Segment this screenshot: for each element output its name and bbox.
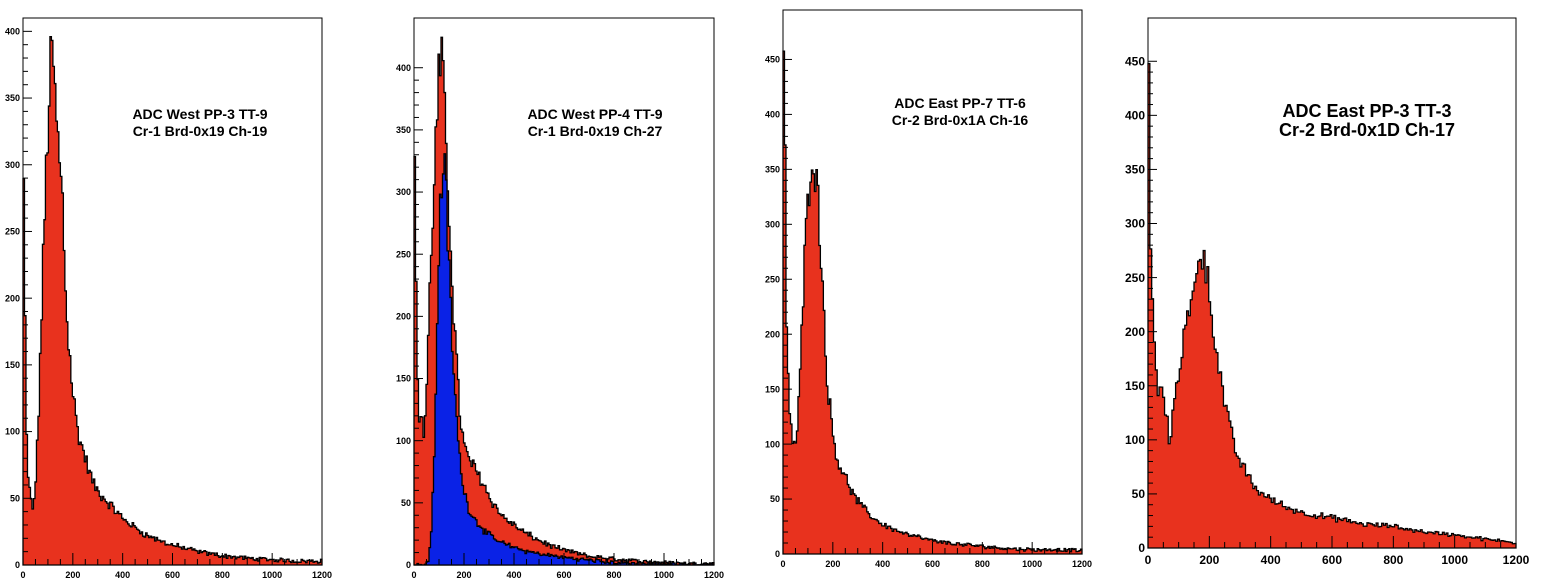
x-tick-label: 1000 <box>1022 559 1042 569</box>
histogram-panel-2: 0 200 400 600 800 1000 1200 0 50 100 150 200 250 300 3… <box>396 17 724 580</box>
y-tick-label: 150 <box>1125 379 1145 393</box>
histogram-series-2 <box>414 153 714 566</box>
y-tick-label: 350 <box>5 93 20 103</box>
y-tick-label: 0 <box>1138 541 1145 555</box>
y-tick-label: 0 <box>15 560 20 570</box>
panel-title-line-2: Cr-2 Brd-0x1A Ch-16 <box>892 112 1029 128</box>
y-tick-label: 200 <box>396 312 411 322</box>
y-tick-label: 250 <box>765 274 780 284</box>
histogram-panel-3: 0 200 400 600 800 1000 1200 0 50 100 150 200 250 300 3… <box>765 9 1092 569</box>
panel-title-line-1: ADC East PP-7 TT-6 <box>894 95 1026 111</box>
histogram-panel-1: 0 200 400 600 800 1000 1200 0 50 100 150 200 250 300 3… <box>5 17 332 580</box>
y-tick-label: 150 <box>5 360 20 370</box>
y-tick-label: 300 <box>5 160 20 170</box>
y-tick-label: 150 <box>396 374 411 384</box>
y-tick-label: 200 <box>1125 325 1145 339</box>
histogram-panel-4: 0 200 400 600 800 1000 1200 0 50 100 150 200 250 300 3… <box>1125 17 1530 567</box>
panel-title-line-2: Cr-1 Brd-0x19 Ch-19 <box>133 123 268 139</box>
x-tick-label: 200 <box>456 570 471 580</box>
x-tick-label: 800 <box>215 570 230 580</box>
x-tick-label: 200 <box>825 559 840 569</box>
x-tick-label: 0 <box>411 570 416 580</box>
y-tick-label: 400 <box>1125 109 1145 123</box>
panel-title-line-2: Cr-1 Brd-0x19 Ch-27 <box>528 123 663 139</box>
y-tick-label: 300 <box>765 219 780 229</box>
x-tick-label: 0 <box>20 570 25 580</box>
y-tick-label: 100 <box>5 427 20 437</box>
y-tick-label: 400 <box>396 63 411 73</box>
x-tick-label: 1000 <box>262 570 282 580</box>
y-tick-label: 250 <box>1125 271 1145 285</box>
x-tick-label: 200 <box>1199 553 1219 567</box>
y-tick-label: 200 <box>5 293 20 303</box>
y-tick-label: 0 <box>775 549 780 559</box>
y-tick-label: 350 <box>396 125 411 135</box>
x-tick-label: 800 <box>606 570 621 580</box>
y-tick-label: 0 <box>406 560 411 570</box>
panel-title-line-1: ADC West PP-4 TT-9 <box>527 106 662 122</box>
x-tick-label: 0 <box>780 559 785 569</box>
x-tick-label: 600 <box>1322 553 1342 567</box>
x-tick-label: 400 <box>875 559 890 569</box>
y-tick-label: 250 <box>396 249 411 259</box>
panel-title-line-1: ADC East PP-3 TT-3 <box>1282 101 1451 121</box>
y-tick-label: 100 <box>1125 433 1145 447</box>
y-tick-label: 150 <box>765 384 780 394</box>
histogram-series-1 <box>22 36 323 566</box>
y-tick-label: 200 <box>765 329 780 339</box>
y-tick-label: 400 <box>765 110 780 120</box>
y-tick-label: 250 <box>5 227 20 237</box>
x-tick-label: 600 <box>925 559 940 569</box>
y-tick-label: 100 <box>765 439 780 449</box>
x-tick-label: 400 <box>115 570 130 580</box>
x-tick-label: 400 <box>1261 553 1281 567</box>
x-tick-label: 1000 <box>1441 553 1468 567</box>
histogram-series-1 <box>1147 62 1517 549</box>
x-tick-label: 1200 <box>1503 553 1530 567</box>
y-tick-label: 50 <box>401 498 411 508</box>
x-tick-label: 400 <box>506 570 521 580</box>
y-tick-label: 350 <box>765 165 780 175</box>
y-tick-label: 350 <box>1125 163 1145 177</box>
y-tick-label: 100 <box>396 436 411 446</box>
panel-title-line-2: Cr-2 Brd-0x1D Ch-17 <box>1279 120 1455 140</box>
y-tick-label: 300 <box>1125 217 1145 231</box>
y-tick-label: 50 <box>1132 487 1146 501</box>
panel-title-line-1: ADC West PP-3 TT-9 <box>132 106 267 122</box>
x-tick-label: 800 <box>1383 553 1403 567</box>
x-tick-label: 800 <box>975 559 990 569</box>
x-tick-label: 600 <box>165 570 180 580</box>
x-tick-label: 1200 <box>312 570 332 580</box>
y-tick-label: 300 <box>396 187 411 197</box>
y-tick-label: 450 <box>765 55 780 65</box>
x-tick-label: 1200 <box>704 570 724 580</box>
x-tick-label: 0 <box>1145 553 1152 567</box>
x-tick-label: 1200 <box>1072 559 1092 569</box>
x-tick-label: 200 <box>65 570 80 580</box>
y-tick-label: 450 <box>1125 54 1145 68</box>
y-tick-label: 50 <box>770 494 780 504</box>
y-tick-label: 400 <box>5 26 20 36</box>
x-tick-label: 1000 <box>654 570 674 580</box>
y-tick-label: 50 <box>10 493 20 503</box>
x-tick-label: 600 <box>556 570 571 580</box>
